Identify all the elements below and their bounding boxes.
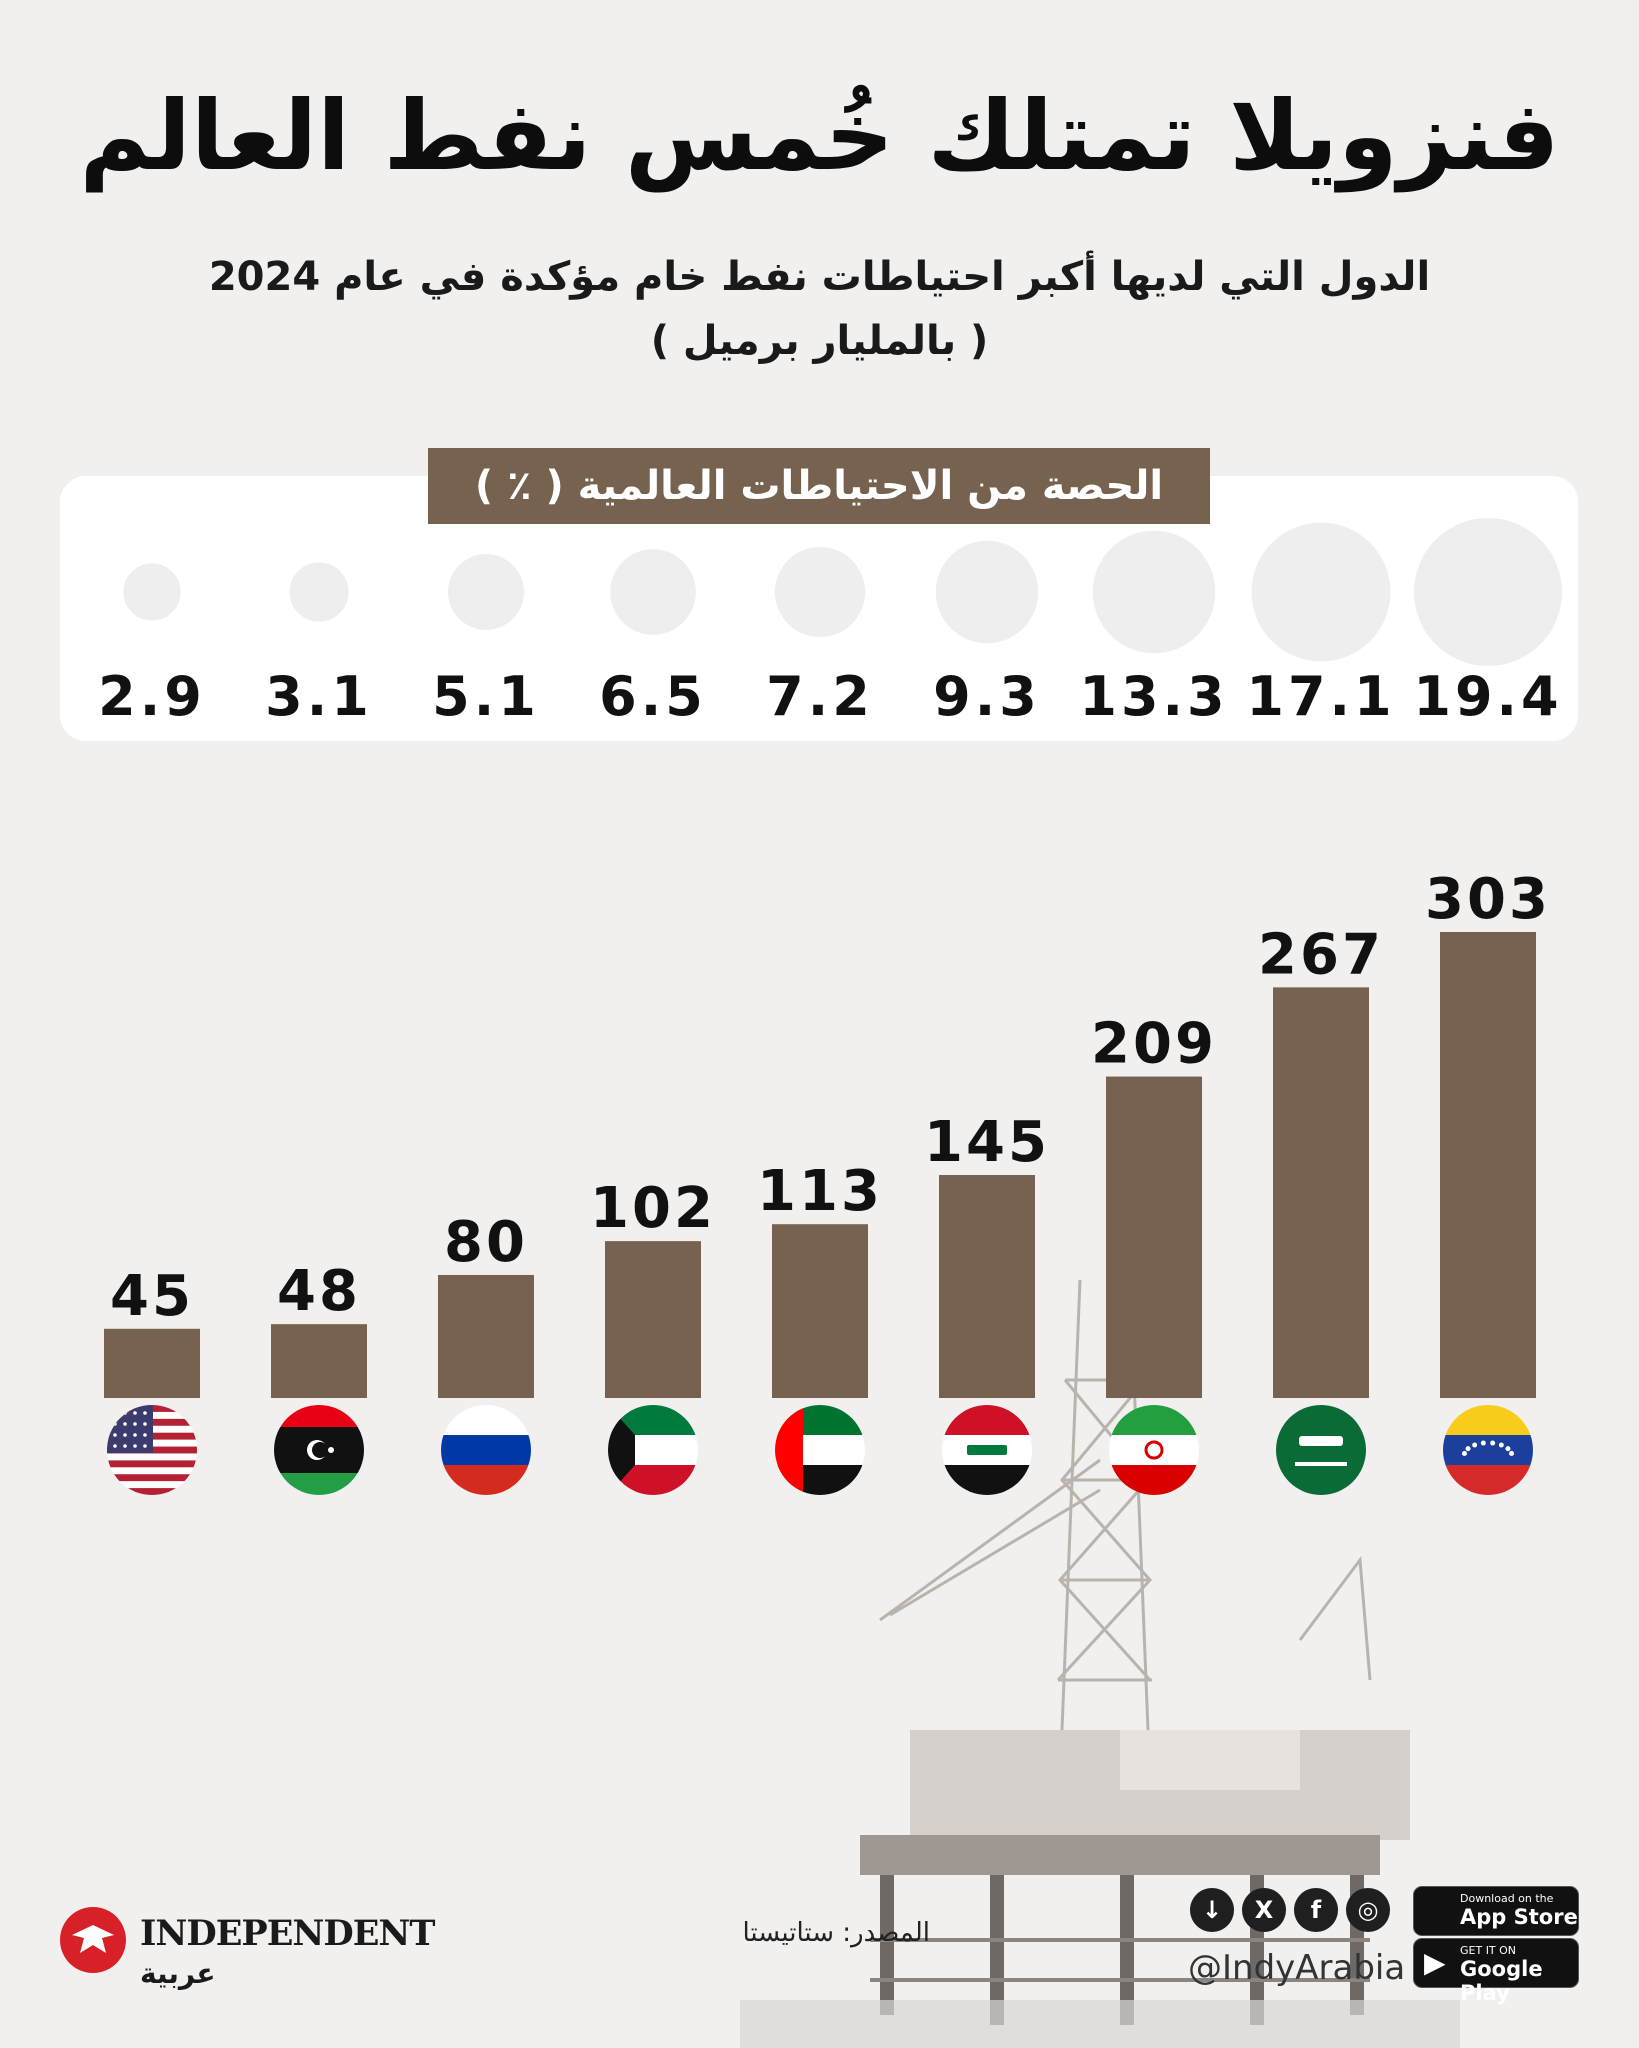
bar-value-label-0: 303 — [1425, 867, 1551, 932]
share-header: الحصة من الاحتياطات العالمية ( ٪ ) — [428, 448, 1210, 524]
bar-value-label-3: 145 — [924, 1110, 1050, 1175]
reserve-bars — [104, 932, 1536, 1398]
bar-value-label-5: 102 — [590, 1176, 716, 1241]
share-bubble-7 — [289, 562, 349, 622]
source-note: المصدر: ستاتيستا — [742, 1918, 930, 1948]
app-store-button[interactable]: Download on the App Store — [1413, 1886, 1579, 1936]
google-play-small-text: GET IT ON — [1460, 1944, 1517, 1957]
flag-0 — [1443, 1405, 1533, 1495]
share-label-5: 6.5 — [599, 665, 707, 728]
bar-8 — [104, 1328, 200, 1398]
oil-platform-illustration — [740, 1279, 1460, 2048]
reserve-value-labels: 303 267 209 145 113 102 80 48 45 — [110, 867, 1551, 1329]
bar-2 — [1106, 1076, 1202, 1398]
share-bubble-8 — [123, 563, 181, 621]
bar-value-label-2: 209 — [1091, 1012, 1217, 1077]
flag-1 — [1276, 1405, 1366, 1495]
share-bubble-1 — [1251, 522, 1391, 662]
download-icon[interactable]: ↓ — [1190, 1888, 1234, 1932]
google-play-label: Google Play — [1460, 1957, 1543, 2005]
social-links: ↓ X f ◎ — [1190, 1888, 1390, 1936]
flag-7 — [274, 1405, 364, 1495]
bar-value-label-6: 80 — [444, 1210, 528, 1275]
flag-5 — [608, 1405, 698, 1495]
share-bubble-5 — [610, 549, 696, 635]
bar-0 — [1440, 932, 1536, 1398]
bar-4 — [772, 1224, 868, 1398]
share-label-0: 19.4 — [1413, 665, 1562, 728]
x-icon[interactable]: X — [1242, 1888, 1286, 1932]
share-label-1: 17.1 — [1246, 665, 1395, 728]
subtitle-line-1: الدول التي لديها أكبر احتياطات نفط خام م… — [208, 254, 1431, 300]
share-label-7: 3.1 — [265, 665, 373, 728]
share-label-2: 13.3 — [1079, 665, 1228, 728]
country-flags — [107, 1405, 1533, 1495]
flag-2 — [1109, 1405, 1199, 1495]
share-bubble-3 — [935, 540, 1039, 644]
logo-arabic: عربية — [140, 1957, 216, 1990]
flag-3 — [942, 1405, 1032, 1495]
bar-value-label-1: 267 — [1258, 922, 1384, 987]
eagle-logo-icon — [60, 1907, 126, 1973]
facebook-icon[interactable]: f — [1294, 1888, 1338, 1932]
bar-1 — [1273, 987, 1369, 1398]
bar-value-label-8: 45 — [110, 1264, 194, 1329]
share-label-3: 9.3 — [933, 665, 1041, 728]
app-store-label: App Store — [1460, 1905, 1578, 1929]
page-subtitle: الدول التي لديها أكبر احتياطات نفط خام م… — [0, 245, 1639, 373]
flag-4 — [775, 1405, 865, 1495]
google-play-button[interactable]: ▶ GET IT ON Google Play — [1413, 1938, 1579, 2005]
share-bubble-4 — [774, 546, 866, 638]
google-play-icon: ▶ — [1424, 1946, 1446, 1979]
share-bubble-6 — [448, 554, 524, 630]
bar-5 — [605, 1241, 701, 1398]
bar-7 — [271, 1324, 367, 1398]
flag-6 — [441, 1405, 531, 1495]
share-label-4: 7.2 — [766, 665, 874, 728]
independent-arabia-logo[interactable]: INDEPENDENT عربية — [58, 1905, 448, 1995]
share-bubble-2 — [1092, 530, 1216, 654]
subtitle-line-2: ( بالمليار برميل ) — [650, 318, 989, 364]
instagram-icon[interactable]: ◎ — [1346, 1888, 1390, 1932]
social-handle: @IndyArabia — [1188, 1948, 1406, 1988]
share-bubble-0 — [1414, 518, 1562, 666]
bar-value-label-4: 113 — [757, 1159, 883, 1224]
bar-3 — [939, 1174, 1035, 1398]
share-label-6: 5.1 — [432, 665, 540, 728]
page-title: فنزويلا تمتلك خُمس نفط العالم — [79, 80, 1560, 192]
logo-wordmark: INDEPENDENT — [140, 1913, 435, 1954]
share-label-8: 2.9 — [98, 665, 206, 728]
share-labels: 19.4 17.1 13.3 9.3 7.2 6.5 5.1 3.1 2.9 — [98, 665, 1562, 728]
bar-value-label-7: 48 — [277, 1259, 361, 1324]
app-store-small-text: Download on the — [1460, 1892, 1554, 1905]
flag-8 — [107, 1405, 197, 1495]
share-bubbles — [123, 518, 1562, 666]
bar-6 — [438, 1274, 534, 1398]
